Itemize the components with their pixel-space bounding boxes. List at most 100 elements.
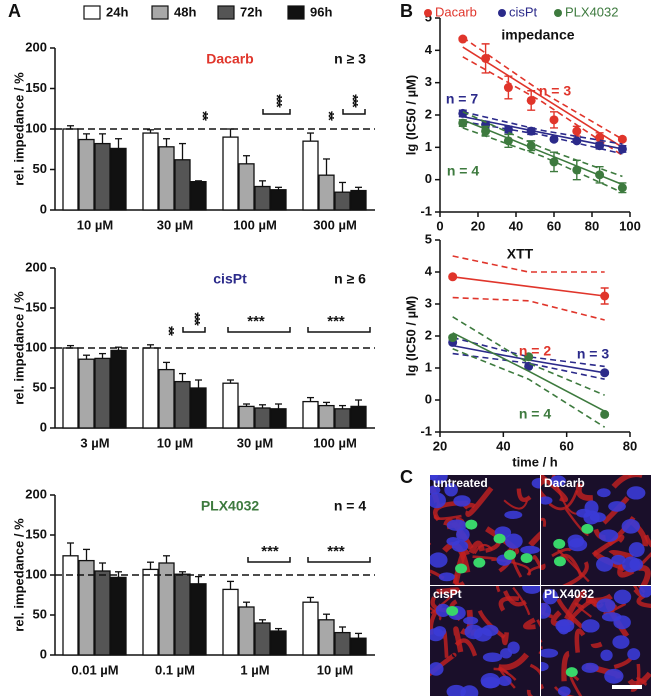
actin <box>430 542 432 546</box>
nucleus <box>456 527 470 542</box>
nucleus <box>639 586 651 598</box>
significance-bracket <box>247 557 291 563</box>
bar <box>190 387 207 429</box>
x-axis-label: time / h <box>512 454 558 469</box>
y-axis-label: rel. impedance / % <box>11 291 26 405</box>
nucleus <box>463 616 479 625</box>
significance: *** <box>327 313 345 330</box>
nucleus-green <box>493 533 506 544</box>
y-tick-label: 4 <box>425 263 433 278</box>
bar <box>270 189 287 211</box>
legend-label: 24h <box>106 4 128 19</box>
actin <box>548 489 579 511</box>
bar <box>254 185 271 211</box>
actin <box>541 517 547 527</box>
actin <box>452 549 470 585</box>
nucleus <box>621 519 640 534</box>
y-tick-label: 2 <box>425 327 432 342</box>
x-tick-label: 30 µM <box>237 435 273 450</box>
actin <box>473 543 494 555</box>
bar <box>62 128 79 211</box>
nucleus <box>598 529 619 542</box>
point <box>481 53 491 63</box>
point <box>600 291 610 301</box>
x-tick-label: 1 µM <box>240 662 269 677</box>
bar <box>238 606 255 656</box>
actin <box>532 554 540 570</box>
nucleus <box>451 540 469 553</box>
nucleus <box>596 598 616 613</box>
point <box>503 83 513 93</box>
nucleus <box>541 496 553 505</box>
micrograph: untreated <box>430 475 540 585</box>
actin <box>630 663 641 692</box>
bar <box>238 405 255 429</box>
nucleus <box>464 624 483 640</box>
image-label: untreated <box>433 476 488 490</box>
actin <box>541 563 546 571</box>
point <box>600 409 610 419</box>
nucleus <box>430 492 446 509</box>
point <box>526 141 536 151</box>
point <box>572 126 582 136</box>
nucleus <box>626 486 646 500</box>
nucleus <box>629 558 644 571</box>
nucleus <box>576 508 592 518</box>
x-tick-label: 100 <box>619 218 641 233</box>
confidence-band <box>462 127 623 194</box>
legend-swatch <box>287 5 305 20</box>
y-tick-label: 150 <box>25 526 47 541</box>
y-tick-label: 4 <box>425 42 433 57</box>
x-tick-label: 60 <box>559 438 573 453</box>
y-tick-label: -1 <box>420 423 432 438</box>
point <box>458 34 468 44</box>
legend-marker <box>498 9 506 17</box>
nucleus <box>627 648 641 661</box>
actin <box>498 666 516 689</box>
actin <box>465 486 494 517</box>
bar <box>190 180 207 211</box>
significance-bracket <box>182 327 206 333</box>
x-tick-label: 100 µM <box>233 217 277 232</box>
chart-title: impedance <box>501 27 574 43</box>
bar <box>158 146 175 211</box>
legend-swatch <box>83 5 101 20</box>
nucleus-green <box>446 605 459 616</box>
nucleus-green <box>553 556 566 567</box>
y-tick-label: 50 <box>33 379 47 394</box>
sample-size: n = 4 <box>447 163 480 179</box>
x-tick-label: 10 µM <box>77 217 113 232</box>
nucleus <box>531 478 540 489</box>
image-label: PLX4032 <box>544 587 594 601</box>
actin <box>453 626 464 653</box>
bar <box>350 637 367 656</box>
bar <box>62 347 79 429</box>
sample-size: n = 3 <box>539 83 572 99</box>
bar <box>254 622 271 656</box>
y-tick-label: 0 <box>425 171 432 186</box>
significance-bracket <box>342 109 366 115</box>
bar <box>94 142 111 211</box>
y-tick-label: 3 <box>425 74 432 89</box>
nucleus <box>498 675 512 687</box>
chart-title: PLX4032 <box>201 498 260 514</box>
bar <box>254 407 271 429</box>
legend-label: cisPt <box>509 4 538 19</box>
bar <box>190 583 207 656</box>
actin <box>430 592 456 615</box>
nucleus <box>435 603 451 617</box>
bar <box>270 630 287 656</box>
actin <box>529 663 540 686</box>
actin <box>541 477 548 501</box>
nucleus-green <box>465 519 478 530</box>
x-tick-label: 0 <box>436 218 443 233</box>
actin <box>528 531 540 548</box>
nucleus <box>596 488 611 498</box>
actin <box>611 475 643 489</box>
nucleus <box>581 619 600 633</box>
confidence-band <box>452 352 605 380</box>
confidence-band <box>452 316 605 396</box>
point <box>549 134 559 144</box>
legend-marker <box>554 9 562 17</box>
significance: *** <box>268 94 285 108</box>
